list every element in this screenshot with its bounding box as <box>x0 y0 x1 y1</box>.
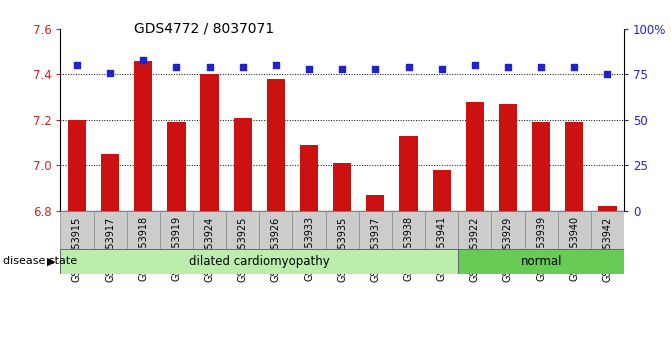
Bar <box>525 211 558 249</box>
Point <box>403 64 414 70</box>
Text: GSM1053919: GSM1053919 <box>171 216 181 281</box>
Bar <box>499 104 517 211</box>
Bar <box>293 211 325 249</box>
Text: GSM1053940: GSM1053940 <box>569 216 579 281</box>
Text: GSM1053917: GSM1053917 <box>105 216 115 282</box>
Point <box>569 64 580 70</box>
Point <box>105 70 115 76</box>
Point <box>503 64 513 70</box>
Text: GSM1053922: GSM1053922 <box>470 216 480 282</box>
Bar <box>558 211 591 249</box>
Point <box>470 62 480 68</box>
Bar <box>325 211 359 249</box>
Point <box>270 62 281 68</box>
Bar <box>167 122 186 211</box>
Bar <box>160 211 193 249</box>
Text: GSM1053926: GSM1053926 <box>271 216 281 282</box>
Text: GSM1053929: GSM1053929 <box>503 216 513 282</box>
Point <box>138 57 149 63</box>
Bar <box>267 79 285 211</box>
Point <box>535 64 546 70</box>
Bar <box>127 211 160 249</box>
Text: GSM1053933: GSM1053933 <box>304 216 314 281</box>
Bar <box>259 211 293 249</box>
Text: disease state: disease state <box>3 256 77 266</box>
Bar <box>234 118 252 211</box>
Bar <box>392 211 425 249</box>
Text: GSM1053918: GSM1053918 <box>138 216 148 281</box>
Bar <box>333 163 352 211</box>
Point <box>171 64 182 70</box>
Text: GSM1053942: GSM1053942 <box>603 216 613 282</box>
Bar <box>532 122 550 211</box>
Text: GSM1053941: GSM1053941 <box>437 216 447 281</box>
Bar <box>300 145 318 211</box>
Text: GSM1053938: GSM1053938 <box>403 216 413 281</box>
Bar <box>466 102 484 211</box>
Point <box>602 72 613 77</box>
Point <box>72 62 83 68</box>
Bar <box>359 211 392 249</box>
Text: GSM1053925: GSM1053925 <box>238 216 248 282</box>
Bar <box>101 154 119 211</box>
Bar <box>565 122 583 211</box>
Point <box>337 66 348 72</box>
Bar <box>458 249 624 274</box>
Text: GSM1053924: GSM1053924 <box>205 216 215 282</box>
Text: GSM1053935: GSM1053935 <box>338 216 347 282</box>
Bar <box>193 211 226 249</box>
Point <box>304 66 315 72</box>
Text: dilated cardiomyopathy: dilated cardiomyopathy <box>189 255 329 268</box>
Text: GDS4772 / 8037071: GDS4772 / 8037071 <box>134 22 274 36</box>
Bar <box>201 74 219 211</box>
Point <box>204 64 215 70</box>
Point <box>238 64 248 70</box>
Bar <box>134 61 152 211</box>
Bar <box>60 249 458 274</box>
Bar <box>366 195 384 211</box>
Bar <box>93 211 127 249</box>
Bar <box>458 211 491 249</box>
Text: GSM1053939: GSM1053939 <box>536 216 546 281</box>
Point <box>436 66 447 72</box>
Bar <box>399 136 417 211</box>
Bar <box>591 211 624 249</box>
Bar <box>60 211 93 249</box>
Text: GSM1053915: GSM1053915 <box>72 216 82 282</box>
Point <box>370 66 380 72</box>
Text: ▶: ▶ <box>47 256 56 266</box>
Bar <box>433 170 451 211</box>
Bar <box>491 211 525 249</box>
Text: GSM1053937: GSM1053937 <box>370 216 380 282</box>
Bar <box>599 206 617 211</box>
Bar <box>226 211 259 249</box>
Bar <box>68 120 86 211</box>
Bar <box>425 211 458 249</box>
Text: normal: normal <box>521 255 562 268</box>
